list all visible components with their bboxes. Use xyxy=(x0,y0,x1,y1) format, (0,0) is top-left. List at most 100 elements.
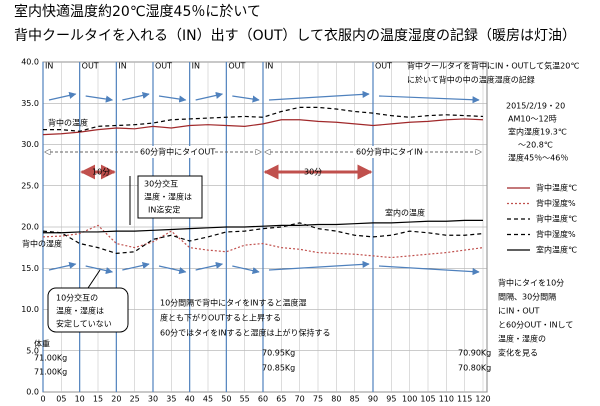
marker-label: IN xyxy=(192,62,200,71)
trend-arrow xyxy=(48,261,77,271)
annotation: IN迄安定 xyxy=(148,205,180,215)
x-tick-label: 110 xyxy=(439,395,454,404)
trend-arrow xyxy=(158,265,187,275)
series-line xyxy=(42,222,484,255)
x-tick-label: 40 xyxy=(185,395,195,404)
annotation: 温度・湿度は xyxy=(144,192,192,202)
x-tick-label: 35 xyxy=(166,395,176,404)
trend-arrow xyxy=(268,260,370,271)
chart-title: 室内快適温度約20℃湿度45％に於いて xyxy=(14,3,261,20)
marker-label: OUT xyxy=(228,62,245,71)
y-tick-label: 15.0 xyxy=(21,264,39,273)
annotation: 70.80Kg xyxy=(458,364,491,373)
annotation: 背中の温度 xyxy=(48,118,88,128)
x-tick-label: 25 xyxy=(130,395,140,404)
x-tick-label: 85 xyxy=(350,395,360,404)
trend-arrow xyxy=(232,95,260,103)
x-tick-label: 10 xyxy=(75,395,85,404)
annotation: ～20.8℃ xyxy=(518,141,553,150)
x-tick-label: 120 xyxy=(475,395,490,404)
series-line xyxy=(43,219,483,234)
y-tick-label: 20.0 xyxy=(21,223,39,232)
trend-arrow xyxy=(85,95,114,103)
x-tick-label: 95 xyxy=(386,395,396,404)
annotation: 60分背中にタイOUT xyxy=(140,147,215,157)
annotation: 71.00Kg xyxy=(34,368,67,377)
trend-arrow xyxy=(268,90,370,101)
annotation: 間隔、30分間隔 xyxy=(498,293,556,302)
y-tick-label: 10.0 xyxy=(21,305,39,314)
x-tick-label: 75 xyxy=(313,395,323,404)
legend-label: 背中温度℃ xyxy=(536,183,577,193)
x-tick-label: 80 xyxy=(331,395,341,404)
x-tick-label: 115 xyxy=(457,395,472,404)
x-tick-label: 15 xyxy=(93,395,103,404)
annotation: 70.90Kg xyxy=(458,349,491,358)
series-line xyxy=(42,118,484,136)
note-box xyxy=(494,276,594,360)
annotation: 背中クールタイを背中にIN・OUTして気温20℃ xyxy=(407,61,579,71)
x-tick-label: 45 xyxy=(203,395,213,404)
annotation: に於いて背中の中の温度湿度の記録 xyxy=(407,75,535,85)
y-tick-label: 25.0 xyxy=(21,181,39,190)
annotation: AM10～12時 xyxy=(508,115,557,124)
trend-arrow xyxy=(195,91,224,101)
trend-arrow xyxy=(158,95,187,103)
annotation: 背中の湿度 xyxy=(22,239,62,249)
x-tick-label: 50 xyxy=(221,395,231,404)
y-tick-label: 0.0 xyxy=(26,388,39,397)
marker-label: OUT xyxy=(375,62,392,71)
annotation: 70.85Kg xyxy=(262,364,295,373)
x-tick-label: 0 xyxy=(40,395,45,404)
marker-label: OUT xyxy=(82,62,99,71)
annotation: 変化を見る xyxy=(498,348,538,358)
note-pointer xyxy=(87,269,101,289)
annotation: 30分 xyxy=(304,168,322,177)
x-tick-label: 90 xyxy=(368,395,378,404)
trend-arrow xyxy=(195,261,224,271)
x-tick-label: 70 xyxy=(295,395,305,404)
x-tick-label: 100 xyxy=(402,395,417,404)
y-tick-label: 35.0 xyxy=(21,99,39,108)
x-tick-label: 20 xyxy=(111,395,121,404)
legend-label: 背中湿度% xyxy=(536,198,576,208)
label-bg xyxy=(354,146,422,158)
trend-arrow xyxy=(85,265,114,275)
annotation: 10分交互の xyxy=(56,293,98,303)
y-tick-label: 5.0 xyxy=(26,346,39,355)
x-tick-label: 05 xyxy=(56,395,66,404)
annotation: 背中にタイを10分 xyxy=(498,278,564,288)
annotation: 湿度45％～46％ xyxy=(508,153,568,163)
trend-arrow xyxy=(48,91,77,101)
annotation: 温度・湿度は xyxy=(56,306,104,316)
marker-label: IN xyxy=(118,62,126,71)
trend-arrow xyxy=(122,91,150,101)
marker-label: IN xyxy=(45,62,53,71)
annotation: 室内湿度19.3℃ xyxy=(508,127,567,137)
label-bg xyxy=(138,146,214,158)
annotation: にIN・OUT xyxy=(498,307,539,316)
x-tick-label: 30 xyxy=(148,395,158,404)
trend-arrow xyxy=(378,265,480,276)
annotation: 71.00Kg xyxy=(34,354,67,363)
trend-arrow xyxy=(378,95,480,104)
annotation: 度とも下がりOUTすると上昇する xyxy=(160,313,281,323)
note-box xyxy=(500,98,592,166)
marker-label: IN xyxy=(265,62,273,71)
annotation: 60分ではタイをINすると湿度は上がり保持する xyxy=(160,328,331,338)
annotation: 安定していない xyxy=(56,319,112,329)
legend-label: 背中温度℃ xyxy=(536,214,577,224)
y-tick-label: 40.0 xyxy=(21,58,39,67)
note-box xyxy=(137,175,203,219)
series-line xyxy=(42,224,484,259)
annotation: 温度・湿度の xyxy=(498,334,546,344)
trend-arrow xyxy=(232,265,260,275)
annotation: 10分間隔で背中にタイをINすると温度湿 xyxy=(160,298,307,308)
annotation: 10分 xyxy=(92,168,110,177)
annotation: 2015/2/19・20 xyxy=(506,102,565,111)
annotation: 60分背中にタイIN xyxy=(356,147,423,157)
chart-subtitle: 背中クールタイを入れる（IN）出す（OUT）して衣服内の温度湿度の記録（暖房は灯… xyxy=(14,27,576,44)
legend-label: 室内温度℃ xyxy=(536,245,577,255)
annotation: 室内の温度 xyxy=(385,208,425,218)
